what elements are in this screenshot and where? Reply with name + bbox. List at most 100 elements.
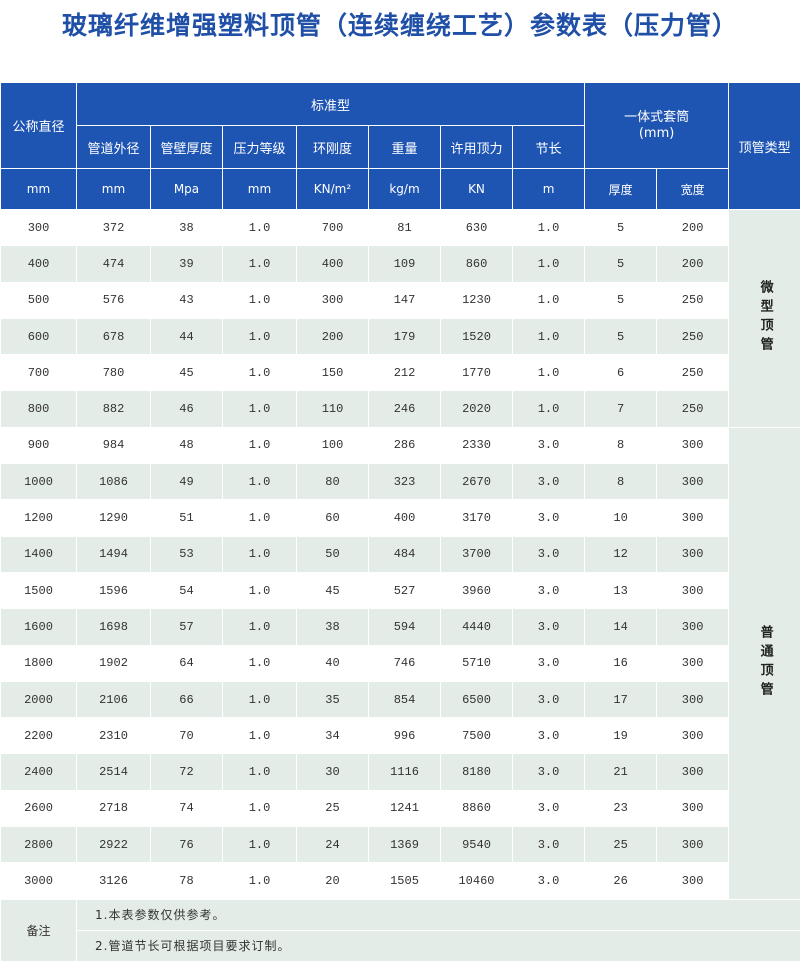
table-cell: 1.0 [513, 391, 585, 427]
table-cell: 250 [657, 318, 729, 354]
unit-cell: kg/m [369, 169, 441, 210]
col-header: 重量 [369, 126, 441, 169]
table-cell: 2400 [1, 754, 77, 790]
table-cell: 780 [77, 355, 151, 391]
table-cell: 5 [585, 318, 657, 354]
table-cell: 1.0 [223, 210, 297, 246]
table-cell: 24 [297, 827, 369, 863]
table-cell: 300 [657, 718, 729, 754]
table-cell: 3.0 [513, 500, 585, 536]
table-header: 公称直径 标准型 一体式套筒 (mm) 顶管类型 管道外径 管壁厚度 压力等级 … [1, 83, 800, 210]
table-cell: 1500 [1, 572, 77, 608]
table-cell: 854 [369, 681, 441, 717]
table-cell: 1241 [369, 790, 441, 826]
table-cell: 678 [77, 318, 151, 354]
table-cell: 38 [297, 609, 369, 645]
parameter-table: 公称直径 标准型 一体式套筒 (mm) 顶管类型 管道外径 管壁厚度 压力等级 … [0, 82, 800, 962]
table-cell: 78 [151, 863, 223, 899]
table-cell: 700 [1, 355, 77, 391]
unit-cell: mm [1, 169, 77, 210]
table-cell: 9540 [441, 827, 513, 863]
table-cell: 1.0 [513, 318, 585, 354]
table-cell: 49 [151, 464, 223, 500]
table-cell: 1494 [77, 536, 151, 572]
page-title: 玻璃纤维增强塑料顶管（连续缠绕工艺）参数表（压力管） [0, 6, 800, 42]
table-cell: 8860 [441, 790, 513, 826]
nominal-diameter-header: 公称直径 [1, 83, 77, 169]
notes-section: 备注 1.本表参数仅供参考。 2.管道节长可根据项目要求订制。 [1, 899, 800, 961]
table-cell: 2718 [77, 790, 151, 826]
table-cell: 996 [369, 718, 441, 754]
table-cell: 1.0 [513, 355, 585, 391]
table-cell: 1.0 [223, 500, 297, 536]
table-cell: 3.0 [513, 790, 585, 826]
table-cell: 2020 [441, 391, 513, 427]
standard-type-header: 标准型 [77, 83, 585, 126]
table-cell: 8 [585, 464, 657, 500]
sleeve-width-header: 宽度 [657, 169, 729, 210]
table-cell: 400 [369, 500, 441, 536]
table-cell: 700 [297, 210, 369, 246]
table-cell: 76 [151, 827, 223, 863]
table-cell: 1.0 [223, 318, 297, 354]
table-cell: 1596 [77, 572, 151, 608]
table-cell: 630 [441, 210, 513, 246]
table-cell: 5 [585, 246, 657, 282]
table-cell: 300 [657, 609, 729, 645]
table-cell: 1.0 [513, 282, 585, 318]
table-cell: 1.0 [513, 246, 585, 282]
table-cell: 7500 [441, 718, 513, 754]
table-cell: 80 [297, 464, 369, 500]
table-cell: 40 [297, 645, 369, 681]
table-cell: 74 [151, 790, 223, 826]
table-cell: 8180 [441, 754, 513, 790]
table-cell: 70 [151, 718, 223, 754]
table-cell: 20 [297, 863, 369, 899]
table-cell: 109 [369, 246, 441, 282]
table-cell: 1200 [1, 500, 77, 536]
table-cell: 60 [297, 500, 369, 536]
table-cell: 2310 [77, 718, 151, 754]
table-cell: 1520 [441, 318, 513, 354]
table-cell: 500 [1, 282, 77, 318]
col-header: 节长 [513, 126, 585, 169]
table-cell: 3.0 [513, 572, 585, 608]
table-cell: 1369 [369, 827, 441, 863]
table-cell: 3.0 [513, 754, 585, 790]
table-cell: 14 [585, 609, 657, 645]
table-cell: 17 [585, 681, 657, 717]
table-cell: 1505 [369, 863, 441, 899]
table-cell: 3170 [441, 500, 513, 536]
table-cell: 43 [151, 282, 223, 318]
table-cell: 1.0 [223, 246, 297, 282]
table-cell: 246 [369, 391, 441, 427]
table-cell: 23 [585, 790, 657, 826]
table-cell: 3.0 [513, 863, 585, 899]
table-cell: 150 [297, 355, 369, 391]
table-cell: 50 [297, 536, 369, 572]
table-cell: 1400 [1, 536, 77, 572]
table-cell: 746 [369, 645, 441, 681]
table-cell: 2200 [1, 718, 77, 754]
table-cell: 45 [297, 572, 369, 608]
table-cell: 12 [585, 536, 657, 572]
table-cell: 1.0 [223, 754, 297, 790]
table-cell: 1116 [369, 754, 441, 790]
table-cell: 2670 [441, 464, 513, 500]
table-cell: 250 [657, 355, 729, 391]
table-cell: 200 [657, 210, 729, 246]
table-cell: 39 [151, 246, 223, 282]
table-cell: 147 [369, 282, 441, 318]
table-cell: 1.0 [223, 718, 297, 754]
table-cell: 1770 [441, 355, 513, 391]
table-cell: 1.0 [223, 282, 297, 318]
